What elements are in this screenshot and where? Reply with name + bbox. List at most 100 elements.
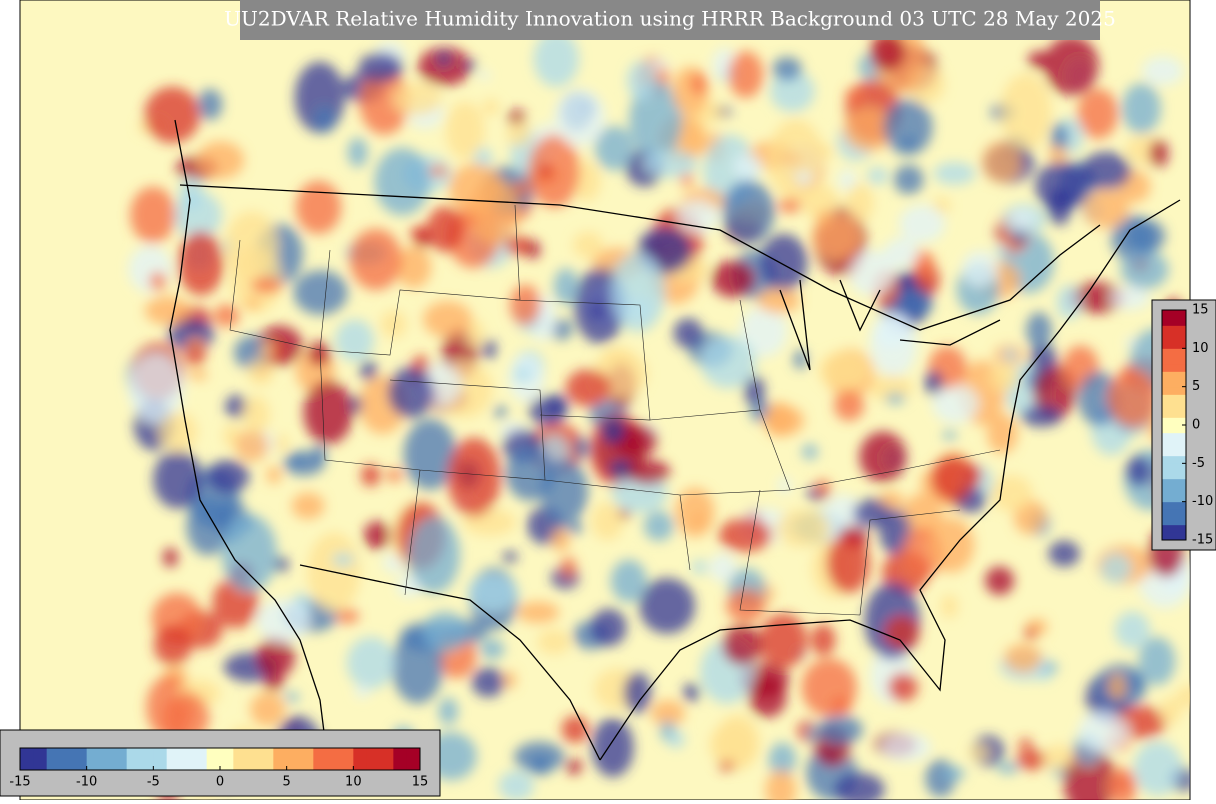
field-blob	[844, 87, 864, 107]
field-blob	[594, 125, 634, 171]
field-blob	[843, 108, 894, 152]
field-blob	[692, 511, 705, 529]
colorbar-cell	[1162, 463, 1186, 472]
field-blob	[186, 496, 230, 556]
field-blob	[283, 450, 325, 476]
field-blob	[1126, 455, 1152, 487]
field-blob	[386, 468, 402, 483]
field-blob	[144, 296, 191, 326]
field-blob	[438, 697, 459, 725]
field-blob	[848, 250, 895, 296]
colorbar-cell	[260, 748, 274, 770]
field-blob	[924, 370, 943, 396]
field-blob	[899, 204, 946, 243]
field-blob	[817, 715, 863, 745]
field-blob	[494, 405, 507, 419]
colorbar-tick-label: 0	[216, 775, 224, 790]
field-blob	[273, 434, 289, 452]
field-blob	[1004, 643, 1043, 673]
colorbar-cell	[140, 748, 154, 770]
field-blob	[471, 667, 505, 698]
field-blob	[715, 714, 760, 771]
field-blob	[834, 772, 885, 800]
field-blob	[895, 289, 933, 319]
field-blob	[853, 498, 891, 528]
colorbar-cell	[33, 748, 48, 770]
field-blob	[245, 297, 260, 310]
colorbar-tick-label: -15	[1192, 533, 1213, 548]
field-blob	[478, 70, 491, 80]
field-blob	[884, 615, 920, 651]
field-blob	[213, 304, 240, 328]
field-blob	[480, 638, 505, 660]
field-blob	[885, 392, 906, 405]
colorbar-tick-label: 10	[345, 775, 362, 790]
field-blob	[718, 761, 735, 772]
title-box	[240, 0, 1100, 40]
field-blob	[722, 180, 775, 244]
field-blob	[293, 270, 348, 315]
field-blob	[225, 394, 248, 419]
field-blob	[995, 243, 1008, 257]
field-blob	[445, 101, 485, 160]
colorbar-cell	[1162, 501, 1186, 510]
field-blob	[360, 464, 381, 487]
north-border	[179, 184, 1101, 331]
field-blob	[933, 162, 976, 185]
field-blob	[447, 437, 501, 517]
field-blob	[177, 231, 225, 296]
field-blob	[566, 758, 582, 775]
field-blob	[763, 405, 805, 436]
field-blob	[838, 169, 857, 191]
field-blob	[295, 180, 342, 234]
colorbar-cell	[206, 748, 221, 770]
field-blob	[1035, 161, 1087, 211]
field-blob	[810, 624, 836, 656]
field-blob	[1142, 56, 1184, 86]
field-blob	[1100, 552, 1132, 584]
field-blob	[391, 629, 444, 704]
field-blob	[1024, 627, 1037, 640]
field-blob	[590, 303, 604, 320]
field-blob	[826, 533, 871, 594]
colorbar-cell	[180, 748, 194, 770]
colorbar-cell	[1162, 471, 1186, 480]
field-blob	[247, 359, 274, 386]
field-blob	[256, 636, 295, 679]
field-blob	[870, 32, 906, 71]
field-blob	[816, 210, 831, 229]
field-blob	[629, 81, 683, 160]
colorbar-cell	[1162, 478, 1186, 487]
field-blob	[335, 319, 375, 362]
field-blob	[1078, 710, 1130, 753]
colorbar-cell	[153, 748, 168, 770]
field-blob	[128, 245, 173, 293]
field-blob	[806, 725, 820, 743]
colorbar-cell	[60, 748, 74, 770]
field-blob	[460, 215, 478, 225]
field-blob	[765, 769, 797, 800]
field-blob	[1043, 35, 1099, 96]
colorbar-cell	[1162, 409, 1186, 418]
field-blob	[649, 58, 669, 71]
field-blob	[609, 459, 634, 479]
field-blob	[880, 732, 931, 762]
colorbar-tick-label: 0	[1192, 418, 1200, 433]
field-blob	[996, 761, 1019, 774]
field-blob	[722, 625, 763, 666]
title: UU2DVAR Relative Humidity Innovation usi…	[224, 7, 1116, 31]
field-blob	[395, 246, 432, 289]
field-blob	[207, 459, 250, 494]
field-blob	[347, 137, 368, 168]
field-blob	[769, 70, 815, 113]
field-blob	[1048, 540, 1080, 567]
field-blob	[667, 730, 685, 749]
colorbar-tick-label: -10	[1192, 494, 1213, 509]
colorbar-cell	[1162, 394, 1186, 403]
field-blob	[1043, 744, 1075, 771]
field-blob	[178, 177, 204, 211]
state-lines	[229, 204, 1001, 616]
field-blob	[574, 436, 591, 459]
field-blob	[1120, 249, 1169, 290]
field-blob	[941, 766, 966, 781]
